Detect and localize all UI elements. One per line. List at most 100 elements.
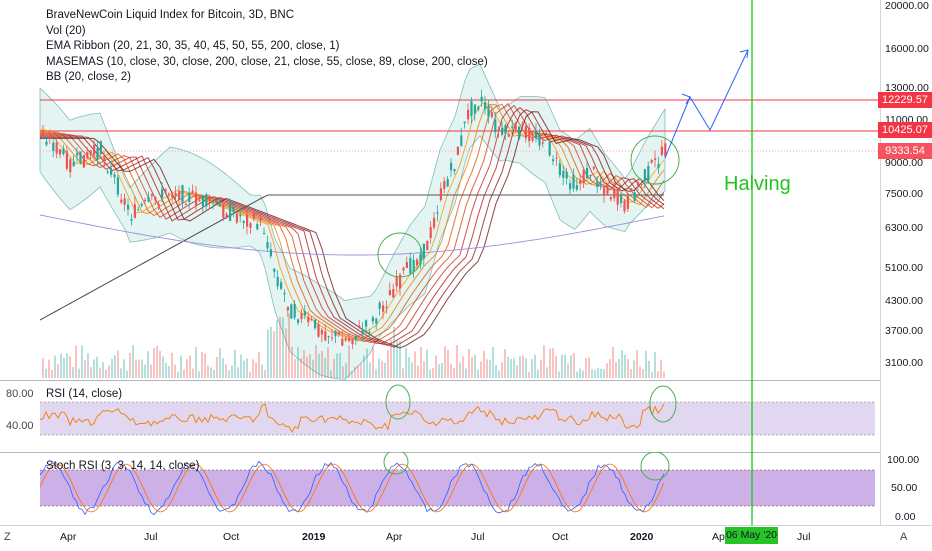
candle-body <box>79 151 82 164</box>
zoom-reset-button[interactable]: Z <box>4 531 11 543</box>
volume-bar <box>279 316 281 378</box>
rsi-legend[interactable]: RSI (14, close) <box>46 388 123 400</box>
price-chart-canvas[interactable] <box>0 0 880 380</box>
rsi-axis[interactable] <box>880 380 932 452</box>
time-axis[interactable]: Z Apr Jul Oct 2019 Apr Jul Oct 2020 Apr … <box>0 525 932 551</box>
candle-body <box>582 169 585 183</box>
volume-bar <box>102 362 104 378</box>
candle-body <box>198 200 201 202</box>
volume-bar <box>357 365 359 378</box>
volume-bar <box>546 367 548 378</box>
volume-bar <box>354 366 356 378</box>
candle-body <box>535 131 538 139</box>
stoch-rsi-chart-canvas[interactable] <box>0 452 880 525</box>
volume-bar <box>450 364 452 378</box>
volume-bar <box>399 341 401 378</box>
stoch-d-line <box>39 463 665 513</box>
volume-bar <box>417 365 419 378</box>
stoch-rsi-pane[interactable]: Stoch RSI (3, 3, 14, 14, close) 100.00 5… <box>0 452 932 525</box>
candle-body <box>283 292 286 295</box>
price-axis[interactable]: 20000.00 16000.00 13000.00 11000.00 9000… <box>880 0 932 380</box>
candle-body <box>242 221 245 223</box>
volume-bar <box>651 371 653 378</box>
volume-bar <box>51 369 53 378</box>
candle-body <box>592 166 595 169</box>
volume-bar <box>528 371 530 378</box>
time-label: Oct <box>552 531 569 543</box>
candle-body <box>473 104 476 114</box>
volume-bar <box>249 371 251 378</box>
ema-ribbon-line <box>40 107 665 346</box>
time-label: Apr <box>60 531 77 543</box>
candle-body <box>249 223 252 228</box>
volume-bar <box>393 326 395 378</box>
time-label: Jul <box>144 531 158 543</box>
candle-body <box>575 185 578 190</box>
symbol-title[interactable]: BraveNewCoin Liquid Index for Bitcoin, 3… <box>46 9 295 21</box>
candle-body <box>450 162 453 171</box>
time-label: Apr <box>386 531 403 543</box>
time-label: Jul <box>797 531 811 543</box>
volume-bar <box>156 346 158 378</box>
volume-bar <box>63 358 65 378</box>
volume-bar <box>537 369 539 378</box>
price-tick: 13000.00 <box>885 82 929 94</box>
volume-bar <box>594 369 596 378</box>
candle-body <box>416 259 419 266</box>
candle-body <box>538 134 541 146</box>
pane-separator[interactable] <box>0 452 880 453</box>
candle-body <box>116 177 119 195</box>
candle-body <box>120 199 123 203</box>
indicator-masemas[interactable]: MASEMAS (10, close, 30, close, 200, clos… <box>46 55 488 68</box>
candle-body <box>310 318 313 320</box>
candle-body <box>514 122 517 129</box>
time-label: 2019 <box>302 531 326 543</box>
candle-body <box>144 199 147 201</box>
candle-body <box>378 302 381 309</box>
price-tick: 20000.00 <box>885 0 929 12</box>
volume-bar <box>45 368 47 378</box>
candle-body <box>463 121 466 124</box>
indicator-volume[interactable]: Vol (20) <box>46 24 86 37</box>
main-chart-pane[interactable]: BraveNewCoin Liquid Index for Bitcoin, 3… <box>0 0 932 380</box>
candle-body <box>89 150 92 155</box>
volume-bar <box>495 365 497 378</box>
rsi-pane[interactable]: RSI (14, close) 80.00 40.00 <box>0 380 932 452</box>
candle-body <box>140 203 143 206</box>
candle-body <box>317 324 320 337</box>
volume-bar <box>366 348 368 378</box>
candle-body <box>606 185 609 194</box>
candle-body <box>443 181 446 189</box>
candle-body <box>623 200 626 212</box>
rsi-chart-canvas[interactable] <box>0 380 880 452</box>
volume-bar <box>168 365 170 378</box>
cursor-date-tag: 06 May '20 <box>725 527 778 544</box>
candle-body <box>188 192 191 202</box>
candle-body <box>42 131 45 136</box>
candle-body <box>93 145 96 155</box>
volume-bar <box>42 358 44 378</box>
candle-body <box>657 163 660 169</box>
indicator-bollinger-bands[interactable]: BB (20, close, 2) <box>46 71 132 83</box>
indicator-ema-ribbon[interactable]: EMA Ribbon (20, 21, 30, 35, 40, 45, 50, … <box>46 40 340 52</box>
volume-bar <box>483 350 485 378</box>
stoch-legend[interactable]: Stoch RSI (3, 3, 14, 14, close) <box>46 460 200 472</box>
stoch-axis[interactable]: 100.00 50.00 0.00 <box>880 452 932 525</box>
volume-bar <box>171 352 173 378</box>
candle-body <box>613 188 616 199</box>
volume-bar <box>402 368 404 378</box>
candle-body <box>99 141 102 154</box>
auto-scale-button[interactable]: A <box>900 531 908 543</box>
volume-bar <box>90 367 92 378</box>
volume-bar <box>150 364 152 378</box>
pane-separator[interactable] <box>0 380 880 381</box>
candle-body <box>446 178 449 187</box>
volume-bar <box>240 354 242 378</box>
candle-body <box>637 182 640 186</box>
candle-body <box>154 196 157 201</box>
volume-bar <box>201 352 203 378</box>
halving-annotation[interactable]: Halving <box>724 173 791 195</box>
volume-bar <box>480 361 482 378</box>
volume-bar <box>435 355 437 378</box>
volume-bar <box>186 359 188 378</box>
